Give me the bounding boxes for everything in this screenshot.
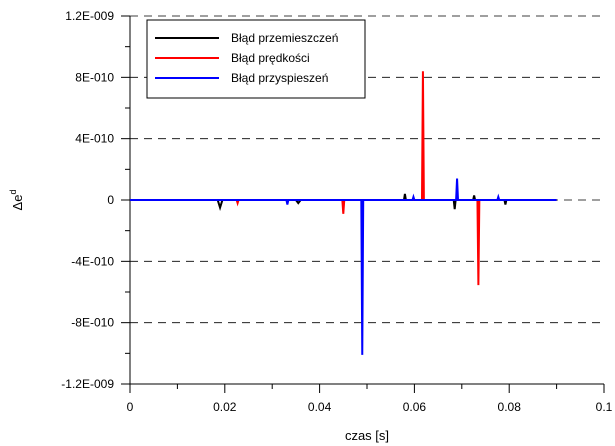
x-tick-label: 0.1 [596,400,613,414]
series-line-2 [130,71,557,286]
y-tick-label: -8E-010 [71,316,114,330]
y-tick-label: 4E-010 [75,132,114,146]
y-axis-label-base: Δe [10,195,25,211]
y-axis-label: Δed [8,190,25,211]
legend-label: Błąd prędkości [231,51,310,65]
y-tick-label: 0 [107,193,114,207]
x-tick-label: 0.02 [213,400,237,414]
x-axis-label: czas [s] [345,428,389,443]
series-line-3 [130,178,557,355]
legend-label: Błąd przyspieszeń [231,71,328,85]
legend-label: Błąd przemieszczeń [231,31,338,45]
x-tick-label: 0 [127,400,134,414]
x-tick-label: 0.06 [403,400,427,414]
x-ticks: 0 0.02 0.04 0.06 0.08 0.1 [127,384,613,414]
y-tick-label: 8E-010 [75,70,114,84]
plot-area [130,71,557,355]
y-ticks: 1.2E-009 8E-010 4E-010 0 -4E-010 -8E-010 -1.2E… [61,9,130,391]
y-tick-label: -4E-010 [71,254,114,268]
x-tick-label: 0.08 [498,400,522,414]
x-tick-label: 0.04 [308,400,332,414]
y-tick-label: -1.2E-009 [61,377,114,391]
legend: Błąd przemieszczeń Błąd prędkości Błąd prz… [146,19,366,99]
y-axis-label-superscript: d [8,190,18,195]
y-tick-label: 1.2E-009 [65,9,114,23]
